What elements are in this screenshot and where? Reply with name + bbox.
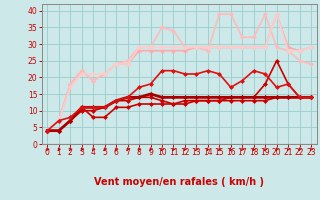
X-axis label: Vent moyen/en rafales ( km/h ): Vent moyen/en rafales ( km/h ) [94,177,264,187]
